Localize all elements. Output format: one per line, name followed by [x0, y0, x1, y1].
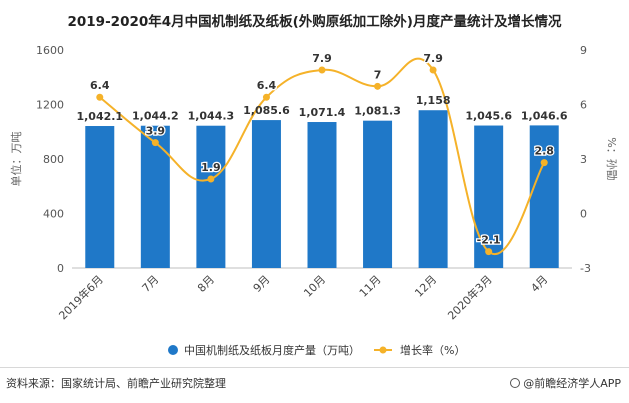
growth-value-label: -2.1 — [477, 234, 501, 247]
y-right-tick-label: 6 — [580, 99, 587, 112]
bars — [85, 110, 559, 268]
bar-value-label: 1,044.2 — [132, 110, 179, 123]
growth-point — [374, 82, 382, 90]
growth-point — [318, 66, 326, 74]
legend-line-marker — [379, 346, 387, 354]
bar-value-label: 1,045.6 — [465, 110, 512, 123]
brand-note: @前瞻经济学人APP — [510, 375, 621, 391]
y-left-tick-label: 1600 — [36, 44, 64, 57]
growth-value-label: 3.9 — [146, 125, 166, 138]
x-tick-label: 2020年3月 — [445, 272, 495, 322]
growth-line — [96, 57, 548, 256]
data-labels: 1,042.1 1,044.2 1,044.3 1,085.6 1,071.4 1,081… — [76, 51, 568, 248]
legend: 中国机制纸及纸板月度产量（万吨） 增长率（%） — [168, 343, 465, 357]
y-right-tick-label: 3 — [580, 153, 587, 166]
x-tick-label: 11月 — [357, 273, 384, 300]
bar — [363, 120, 393, 268]
y-right-tick-label: -3 — [580, 262, 591, 275]
bar — [251, 120, 281, 268]
bar — [196, 125, 226, 268]
bar — [140, 125, 170, 268]
x-tick-label: 9月 — [251, 273, 273, 295]
y-right-axis-label: %：孙勖 — [605, 137, 618, 180]
growth-value-label: 2.8 — [534, 145, 554, 158]
bar — [85, 126, 115, 268]
bar — [529, 125, 559, 268]
brand-text: @前瞻经济学人APP — [523, 377, 621, 390]
bar — [474, 125, 504, 268]
legend-line-label: 增长率（%） — [400, 343, 465, 357]
footer-divider — [0, 367, 629, 368]
legend-bar-swatch — [168, 345, 178, 355]
growth-point — [262, 93, 270, 101]
growth-point — [96, 93, 104, 101]
bar — [307, 122, 337, 268]
y-left-axis-label: 单位：万吨 — [9, 132, 23, 187]
y-left-tick-label: 0 — [57, 262, 64, 275]
growth-value-label: 7.9 — [423, 52, 443, 65]
growth-point — [429, 66, 437, 74]
growth-value-label: 7.9 — [312, 52, 332, 65]
bar-value-label: 1,085.6 — [243, 104, 290, 117]
chart-title: 2019-2020年4月中国机制纸及纸板(外购原纸加工除外)月度产量统计及增长情… — [67, 14, 562, 30]
x-tick-label: 8月 — [195, 273, 217, 295]
bar — [418, 110, 448, 268]
growth-value-label: 6.4 — [90, 79, 110, 92]
legend-bar-label: 中国机制纸及纸板月度产量（万吨） — [184, 343, 360, 357]
x-tick-label: 2019年6月 — [56, 272, 106, 322]
bar-value-label: 1,042.1 — [76, 110, 123, 123]
growth-value-label: 7 — [374, 68, 382, 81]
bar-value-label: 1,071.4 — [299, 106, 346, 119]
x-tick-label: 10月 — [301, 273, 328, 300]
bar-value-label: 1,158 — [416, 94, 451, 107]
y-left-tick-label: 800 — [43, 153, 64, 166]
brand-logo-icon — [510, 378, 521, 388]
y-right-tick-label: 0 — [580, 208, 587, 221]
x-tick-label: 12月 — [412, 273, 439, 300]
bar-value-label: 1,044.3 — [188, 110, 235, 123]
x-tick-label: 7月 — [140, 273, 162, 295]
y-left-tick-label: 400 — [43, 208, 64, 221]
bar-value-label: 1,081.3 — [354, 105, 401, 118]
y-left-tick-label: 1200 — [36, 99, 64, 112]
source-note: 资料来源：国家统计局、前瞻产业研究院整理 — [6, 377, 226, 390]
x-tick-label: 4月 — [528, 273, 550, 295]
growth-point — [151, 139, 159, 147]
bar-value-label: 1,046.6 — [521, 109, 568, 122]
growth-value-label: 1.9 — [201, 161, 221, 174]
growth-point — [540, 159, 548, 167]
growth-point — [485, 248, 493, 256]
growth-line-path — [99, 57, 546, 256]
y-right-tick-label: 9 — [580, 44, 587, 57]
growth-point — [207, 175, 215, 183]
growth-value-label: 6.4 — [257, 79, 277, 92]
